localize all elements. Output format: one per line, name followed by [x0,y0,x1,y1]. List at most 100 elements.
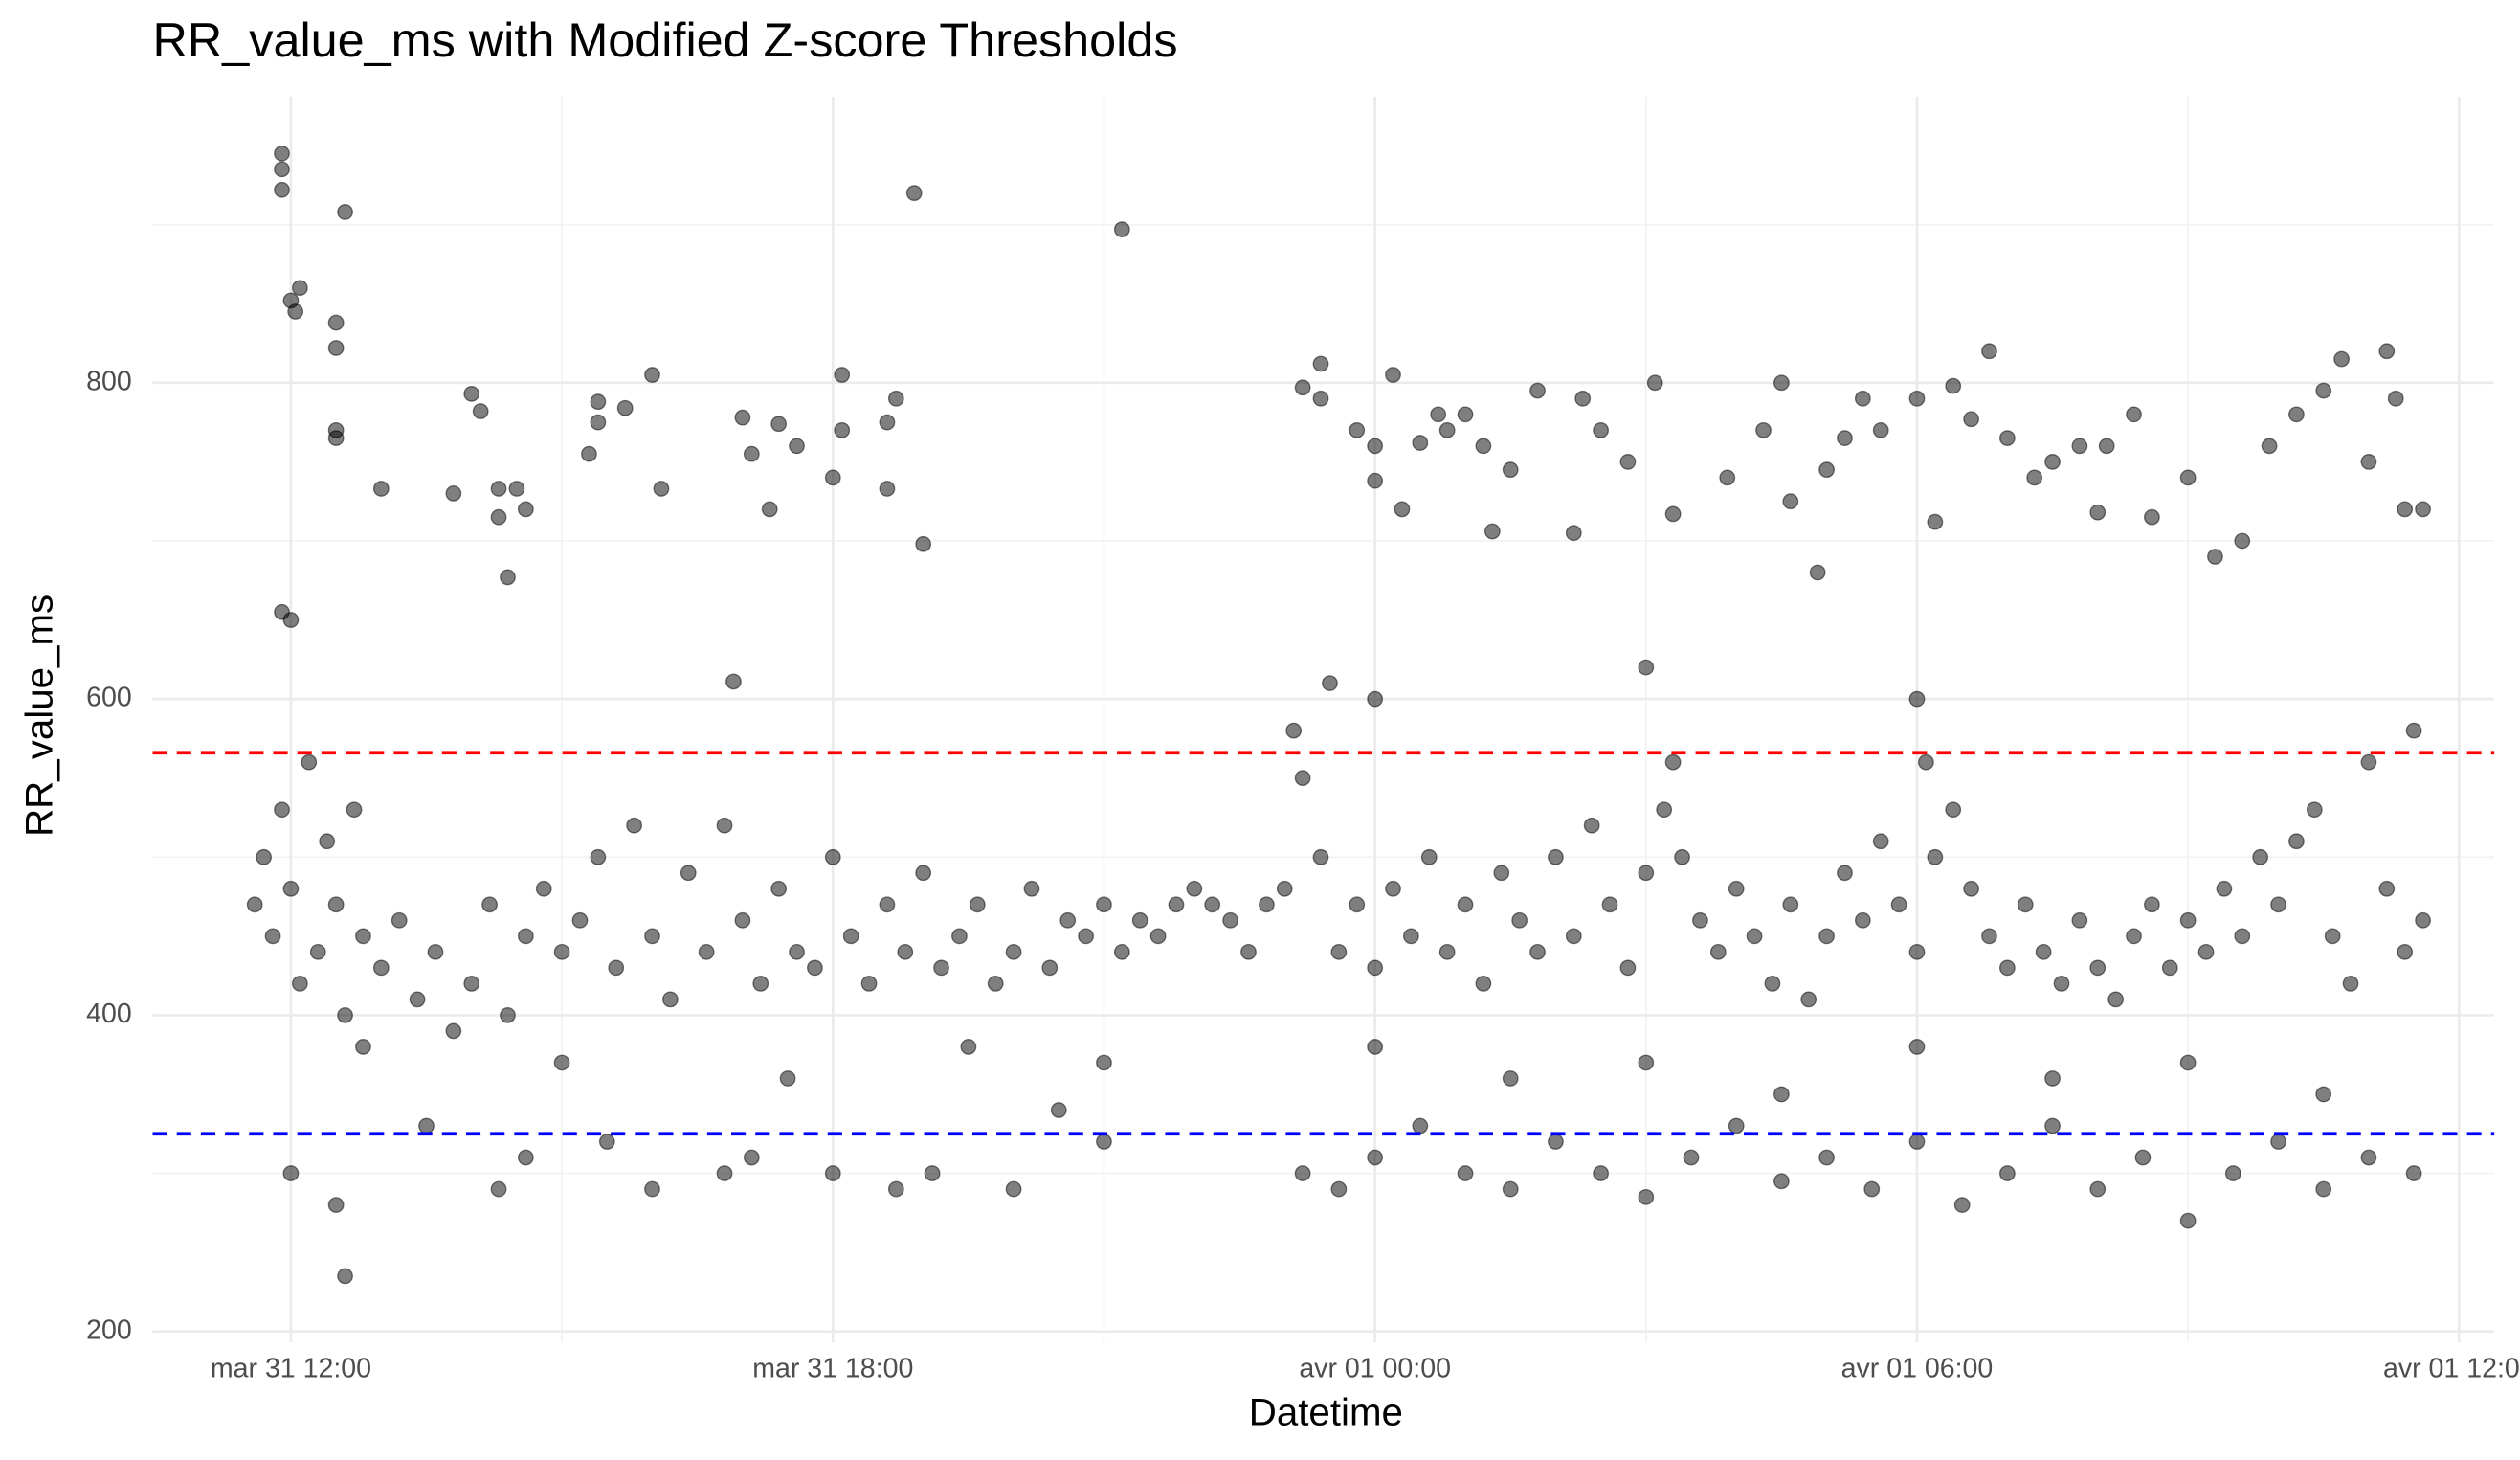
point [1945,377,1962,394]
point [1638,865,1655,882]
point [355,928,371,945]
point [1863,1180,1881,1198]
point [2107,991,2125,1008]
point [1529,943,1546,960]
point [1113,221,1130,238]
point [1773,374,1790,392]
point [1149,928,1167,945]
point [860,975,878,992]
point [2270,896,2286,913]
point [2288,406,2305,423]
point [789,943,805,960]
point [834,367,851,383]
point [1565,525,1582,542]
point [2397,501,2414,518]
point [1294,1165,1311,1181]
point [2089,959,2107,977]
point [661,991,679,1008]
point [1872,421,1889,438]
point [1502,461,1519,479]
point [2143,508,2160,526]
point [287,303,304,320]
x-tick-label: avr 01 00:00 [1299,1353,1451,1383]
point [1330,943,1348,960]
x-tick-label: mar 31 18:00 [752,1353,913,1383]
point [933,959,949,977]
point [734,911,751,929]
point [445,1022,462,1040]
point [1963,411,1980,428]
point [2342,975,2359,992]
point [463,385,480,402]
point [2044,453,2061,470]
point [1222,911,1239,929]
point [246,896,263,913]
point [1412,1117,1429,1134]
point [2306,801,2323,819]
point [2161,959,2178,977]
point [1367,1039,1384,1055]
point [1258,896,1275,913]
point [590,393,607,411]
point [1186,880,1203,897]
point [2026,469,2043,486]
point [887,390,904,407]
point [2261,438,2278,455]
point [1746,928,1763,945]
point [1764,975,1781,992]
point [282,880,300,897]
point [1981,928,1997,945]
point [2234,928,2251,945]
point [409,991,426,1008]
point [1420,848,1438,865]
point [2252,848,2269,865]
point [1312,390,1329,407]
point [508,481,525,497]
point [2378,880,2396,897]
point [1367,959,1384,977]
point [2360,1149,2377,1166]
point [897,943,914,960]
point [490,1180,507,1198]
point [1953,1197,1971,1213]
point [761,501,778,518]
point [1800,991,1818,1008]
point [716,1165,733,1181]
point [1574,390,1592,407]
point [951,928,968,945]
point [1023,880,1040,897]
point [1059,911,1077,929]
point [1782,896,1799,913]
point [553,943,570,960]
point [834,421,851,438]
point [2197,943,2215,960]
x-tick-label: mar 31 12:00 [211,1353,371,1383]
point [445,485,462,502]
point [1548,848,1564,865]
point [1385,880,1401,897]
point [1402,928,1419,945]
point [1050,1102,1067,1118]
point [1945,801,1962,819]
point [1005,1180,1022,1198]
point [1367,472,1384,489]
point [264,928,281,945]
point [1782,493,1799,510]
point [2324,928,2341,945]
point [274,801,290,819]
point [1728,1117,1745,1134]
point [1638,1188,1655,1205]
point [2179,469,2197,486]
point [2179,911,2197,929]
point [2270,1134,2286,1150]
point [1998,959,2016,977]
point [2360,453,2377,470]
point [2071,438,2088,455]
point [327,430,345,447]
point [2405,1165,2422,1181]
point [1809,564,1826,581]
point [1113,943,1130,960]
point [1908,943,1926,960]
point [1998,430,2016,447]
point [2288,833,2305,850]
